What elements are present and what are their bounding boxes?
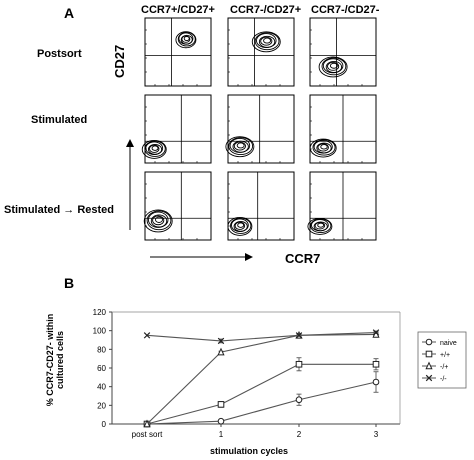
y-tick-label: 40 (97, 383, 106, 392)
data-point (372, 378, 380, 386)
data-point (295, 396, 303, 404)
legend-marker (425, 361, 433, 370)
row-label-stimulated-rested: Stimulated → Rested (4, 204, 115, 216)
contour-plot-r3-c2 (227, 171, 295, 241)
data-point (372, 329, 380, 336)
legend-marker (425, 374, 433, 382)
data-point (372, 360, 380, 368)
x-tick-label: post sort (132, 430, 163, 439)
ccr7-axis-label: CCR7 (285, 251, 321, 266)
legend-marker (425, 350, 433, 358)
legend-marker (425, 338, 433, 346)
y-tick-label: 80 (97, 345, 106, 354)
chart-legend: naive +/+ -/+ -/- (417, 331, 467, 389)
data-point (217, 417, 225, 425)
series-line (146, 381, 377, 425)
chart-x-axis-label: stimulation cycles (210, 446, 289, 456)
data-point (143, 419, 151, 428)
line-chart: 0 20 40 60 80 100 120 post sort 1 2 3 naive +/+ -/+ -/… (93, 308, 467, 439)
row-label-postsort: Postsort (37, 48, 82, 60)
contour-plot-r1-c3 (309, 17, 377, 87)
data-point (143, 332, 151, 339)
contour-plot-r2-c1 (141, 94, 212, 164)
legend-label: naive (440, 340, 457, 347)
legend-label: -/+ (440, 364, 448, 371)
contour-plot-r2-c2 (225, 94, 295, 164)
column-title-1: CCR7+/CD27+ (141, 4, 215, 16)
y-tick-label: 120 (93, 308, 107, 317)
chart-y-axis-label: % CCR7-CD27- within cultured cells (45, 313, 65, 407)
row-label-stimulated: Stimulated (31, 114, 88, 126)
x-tick-label: 1 (219, 430, 224, 439)
series-line (146, 331, 377, 342)
data-point (217, 401, 225, 408)
x-tick-label: 3 (374, 430, 379, 439)
x-tick-label: 2 (297, 430, 302, 439)
legend-label: +/+ (440, 352, 450, 359)
legend-label: -/- (440, 376, 447, 383)
contour-plot-r1-c2 (227, 17, 295, 87)
data-point (217, 347, 225, 356)
series-line (146, 333, 377, 425)
series-4 (143, 329, 380, 345)
y-tick-label: 100 (93, 327, 107, 336)
data-point (295, 360, 303, 368)
contour-plot-r1-c1 (144, 17, 212, 87)
series-line (146, 363, 376, 425)
series-3 (143, 329, 380, 428)
panel-a-letter: A (64, 5, 75, 21)
flow-cytometry-grid (126, 17, 377, 261)
column-title-2: CCR7-/CD27+ (230, 4, 302, 16)
contour-plot-r3-c3 (307, 171, 377, 241)
y-tick-label: 20 (97, 401, 106, 410)
data-point (295, 332, 303, 339)
y-tick-label: 0 (102, 420, 107, 429)
panel-b-letter: B (64, 275, 75, 291)
y-tick-label: 60 (97, 364, 106, 373)
column-title-3: CCR7-/CD27- (311, 4, 380, 16)
contour-plot-r3-c1 (143, 171, 212, 241)
data-point (217, 337, 225, 345)
contour-plot-r2-c3 (309, 94, 377, 164)
series-1 (143, 371, 380, 428)
